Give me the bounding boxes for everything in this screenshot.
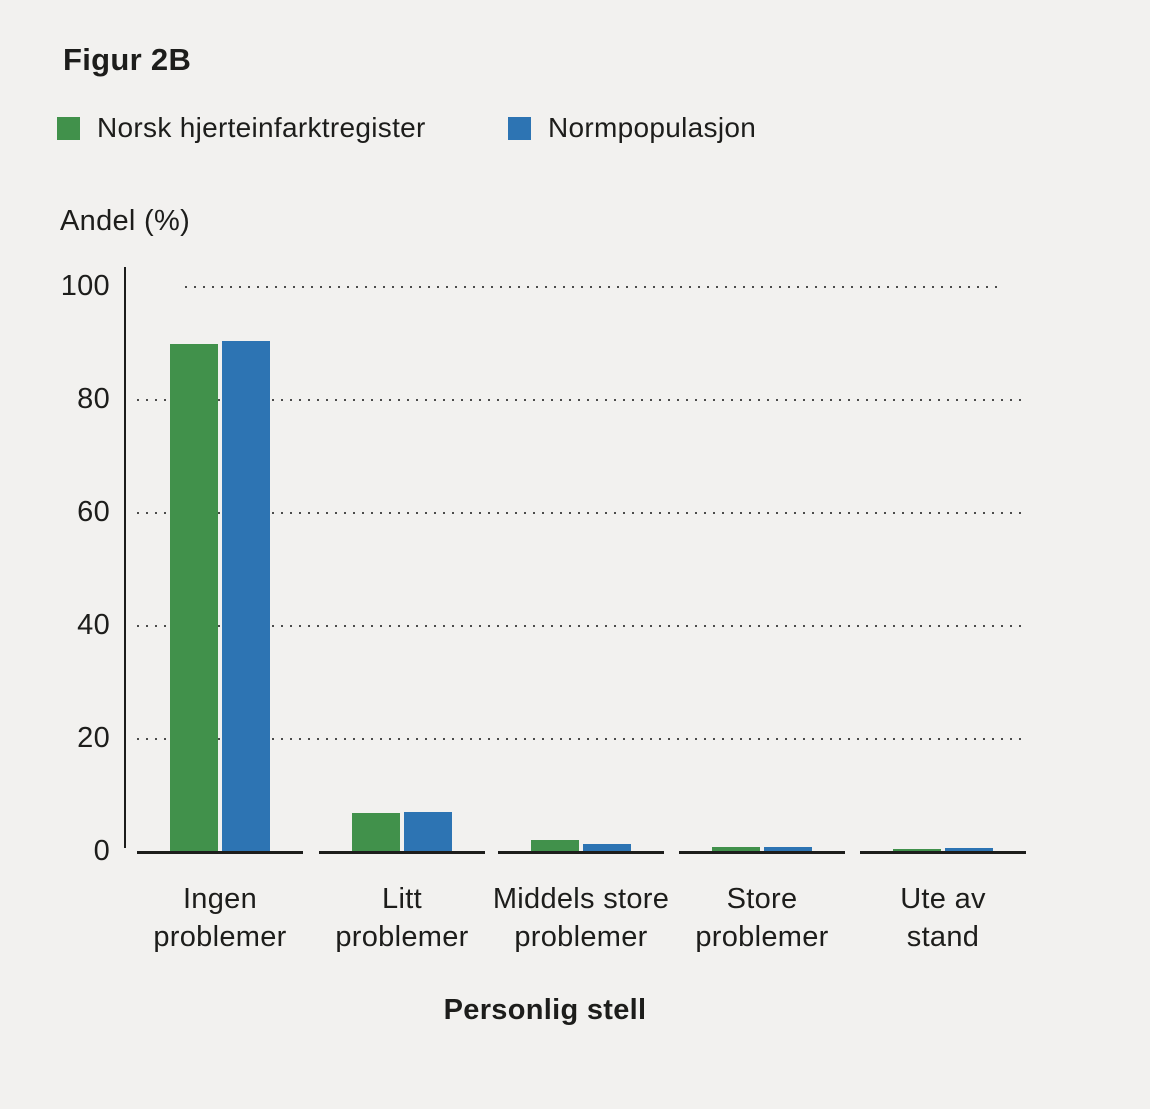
category-label-cat1: Litt problemer — [262, 880, 542, 956]
gridline-40 — [137, 625, 1027, 627]
x-baseline-cat1 — [319, 851, 485, 854]
legend-swatch-blue — [508, 116, 531, 140]
gridline-80 — [137, 399, 1027, 401]
bar-green-cat2 — [531, 840, 579, 851]
bar-blue-cat4 — [945, 848, 993, 851]
bar-blue-cat3 — [764, 847, 812, 851]
bar-blue-cat1 — [404, 812, 452, 851]
y-tick-label-60: 60 — [77, 496, 110, 528]
category-label-line: problemer — [153, 921, 287, 953]
x-axis-title: Personlig stell — [443, 994, 647, 1026]
y-tick-label-40: 40 — [77, 609, 110, 641]
x-baseline-cat0 — [137, 851, 303, 854]
y-axis-label: Andel (%) — [60, 205, 191, 237]
category-label-line: Middels store — [492, 883, 670, 915]
gridline-100 — [185, 286, 997, 288]
bar-blue-cat2 — [583, 844, 631, 851]
category-label-line: Ute av — [900, 883, 986, 915]
bar-green-cat0 — [170, 344, 218, 851]
y-tick-label-80: 80 — [77, 383, 110, 415]
category-label-line: Litt — [382, 883, 422, 915]
y-tick-label-100: 100 — [60, 270, 110, 302]
figure-title: Figur 2B — [63, 42, 192, 77]
bar-green-cat4 — [893, 849, 941, 851]
category-label-line: problemer — [335, 921, 469, 953]
category-label-line: Ingen — [182, 883, 258, 915]
legend-item-normpopulasjon: Normpopulasjon — [508, 112, 756, 144]
x-baseline-cat2 — [498, 851, 664, 854]
category-label-line: problemer — [695, 921, 829, 953]
legend-swatch-green — [57, 116, 80, 140]
x-baseline-cat3 — [679, 851, 845, 854]
legend-label-norsk-hjerteinfarktregister: Norsk hjerteinfarktregister — [97, 112, 426, 143]
category-label-cat4: Ute av stand — [803, 880, 1083, 956]
y-axis-line — [124, 267, 126, 848]
y-tick-label-0: 0 — [93, 835, 110, 867]
gridline-60 — [137, 512, 1027, 514]
bar-green-cat3 — [712, 847, 760, 851]
category-label-cat0: Ingen problemer — [80, 880, 360, 956]
bar-green-cat1 — [352, 813, 400, 851]
legend-item-norsk-hjerteinfarktregister: Norsk hjerteinfarktregister — [57, 112, 426, 144]
x-baseline-cat4 — [860, 851, 1026, 854]
gridline-20 — [137, 738, 1027, 740]
y-tick-label-20: 20 — [77, 722, 110, 754]
category-label-cat3: Store problemer — [622, 880, 902, 956]
legend-label-normpopulasjon: Normpopulasjon — [548, 112, 757, 143]
category-label-line: problemer — [514, 921, 648, 953]
category-label-cat2: Middels store problemer — [441, 880, 721, 956]
category-label-line: stand — [906, 921, 980, 953]
category-label-line: Store — [726, 883, 798, 915]
bar-blue-cat0 — [222, 341, 270, 851]
